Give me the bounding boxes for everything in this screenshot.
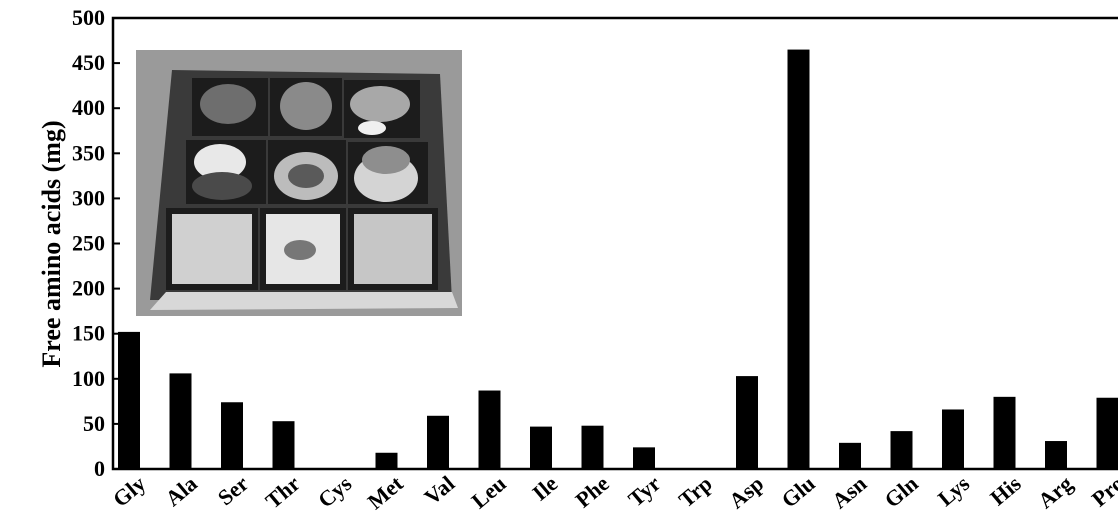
y-tick-label: 400 <box>72 95 105 120</box>
bar-asp <box>736 376 758 469</box>
bar-ile <box>530 426 552 469</box>
x-tick-label-ser: Ser <box>213 471 254 511</box>
bar-tyr <box>633 447 655 469</box>
bar-lys <box>942 409 964 469</box>
x-tick-label-pro: Pro <box>1087 471 1118 512</box>
bar-his <box>993 396 1016 469</box>
bar-arg <box>1045 441 1067 469</box>
x-axis-labels: Gly Ala Ser Thr Cys Met Val Leu Ile Phe Tyr Trp Asp G… <box>108 470 1118 514</box>
bar-leu <box>478 390 501 469</box>
x-tick-label-gly: Gly <box>108 471 150 512</box>
bar-pro <box>1096 397 1118 469</box>
bar-val <box>427 415 449 469</box>
x-tick-label-ala: Ala <box>160 471 201 511</box>
x-tick-label-ile: Ile <box>527 471 562 506</box>
bars <box>118 49 1118 469</box>
x-tick-label-leu: Leu <box>467 471 511 514</box>
bar-gln <box>890 431 913 469</box>
bar-glu <box>787 49 810 469</box>
bar-phe <box>581 425 604 469</box>
bar-thr <box>272 421 295 469</box>
y-tick-label: 300 <box>72 185 105 210</box>
y-tick-label: 0 <box>94 456 105 481</box>
y-axis-label: Free amino acids (mg) <box>37 120 66 367</box>
x-tick-label-asn: Asn <box>827 471 871 514</box>
x-tick-label-asp: Asp <box>724 471 768 514</box>
x-tick-label-cys: Cys <box>313 470 357 512</box>
y-tick-label: 500 <box>72 5 105 30</box>
x-tick-label-tyr: Tyr <box>623 471 665 512</box>
y-tick-label: 450 <box>72 50 105 75</box>
x-tick-label-val: Val <box>419 471 459 510</box>
x-tick-label-glu: Glu <box>776 471 819 513</box>
y-tick-label: 350 <box>72 140 105 165</box>
bar-met <box>375 452 398 469</box>
bar-asn <box>839 442 861 469</box>
y-tick-label: 250 <box>72 231 105 256</box>
x-tick-label-lys: Lys <box>933 470 975 511</box>
y-tick-label: 50 <box>83 411 105 436</box>
x-tick-label-arg: Arg <box>1033 471 1077 514</box>
bar-ala <box>169 373 192 469</box>
x-tick-label-met: Met <box>363 470 409 514</box>
y-tick-label: 100 <box>72 366 105 391</box>
x-tick-label-gln: Gln <box>879 471 922 513</box>
bar-gly <box>118 331 140 469</box>
y-axis: 0 50 100 150 200 250 300 350 400 450 500 <box>72 5 120 481</box>
x-tick-label-trp: Trp <box>674 471 717 513</box>
y-tick-label: 200 <box>72 276 105 301</box>
x-tick-label-phe: Phe <box>570 471 613 513</box>
bento-box-photo <box>136 50 462 316</box>
x-tick-label-his: His <box>985 470 1026 510</box>
y-tick-label: 150 <box>72 321 105 346</box>
x-tick-label-thr: Thr <box>261 471 305 514</box>
bar-ser <box>221 402 243 469</box>
